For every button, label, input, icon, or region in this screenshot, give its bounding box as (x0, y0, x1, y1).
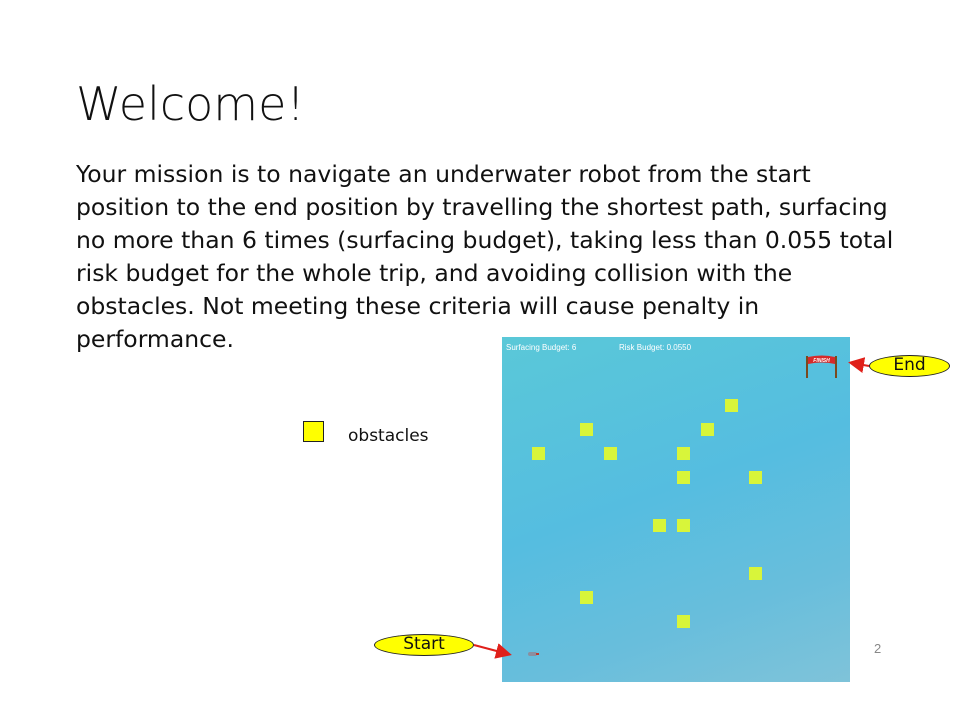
mission-description: Your mission is to navigate an underwate… (76, 160, 894, 353)
surfacing-budget-readout: Surfacing Budget: 6 (506, 343, 577, 352)
finish-flag-icon: FINISH (806, 355, 837, 378)
obstacle (749, 567, 762, 580)
obstacle (604, 447, 617, 460)
obstacle (725, 399, 738, 412)
obstacle (677, 471, 690, 484)
risk-budget-readout: Risk Budget: 0.0550 (619, 343, 692, 352)
end-arrow (848, 357, 870, 373)
obstacle (701, 423, 714, 436)
obstacle (653, 519, 666, 532)
obstacle (677, 447, 690, 460)
obstacle (580, 423, 593, 436)
start-callout: Start (374, 634, 474, 656)
finish-label: FINISH (813, 358, 830, 364)
obstacle (749, 471, 762, 484)
obstacle (580, 591, 593, 604)
obstacle-legend-swatch (303, 421, 324, 442)
obstacle (532, 447, 545, 460)
obstacle (677, 519, 690, 532)
page-number: 2 (874, 641, 882, 656)
end-callout: End (869, 355, 950, 377)
game-area[interactable]: Surfacing Budget: 6 Risk Budget: 0.0550 … (502, 337, 850, 682)
robot-icon[interactable] (527, 651, 539, 657)
slide-title: Welcome! (76, 77, 305, 131)
obstacle-legend-label: obstacles (348, 426, 429, 446)
obstacle (677, 615, 690, 628)
